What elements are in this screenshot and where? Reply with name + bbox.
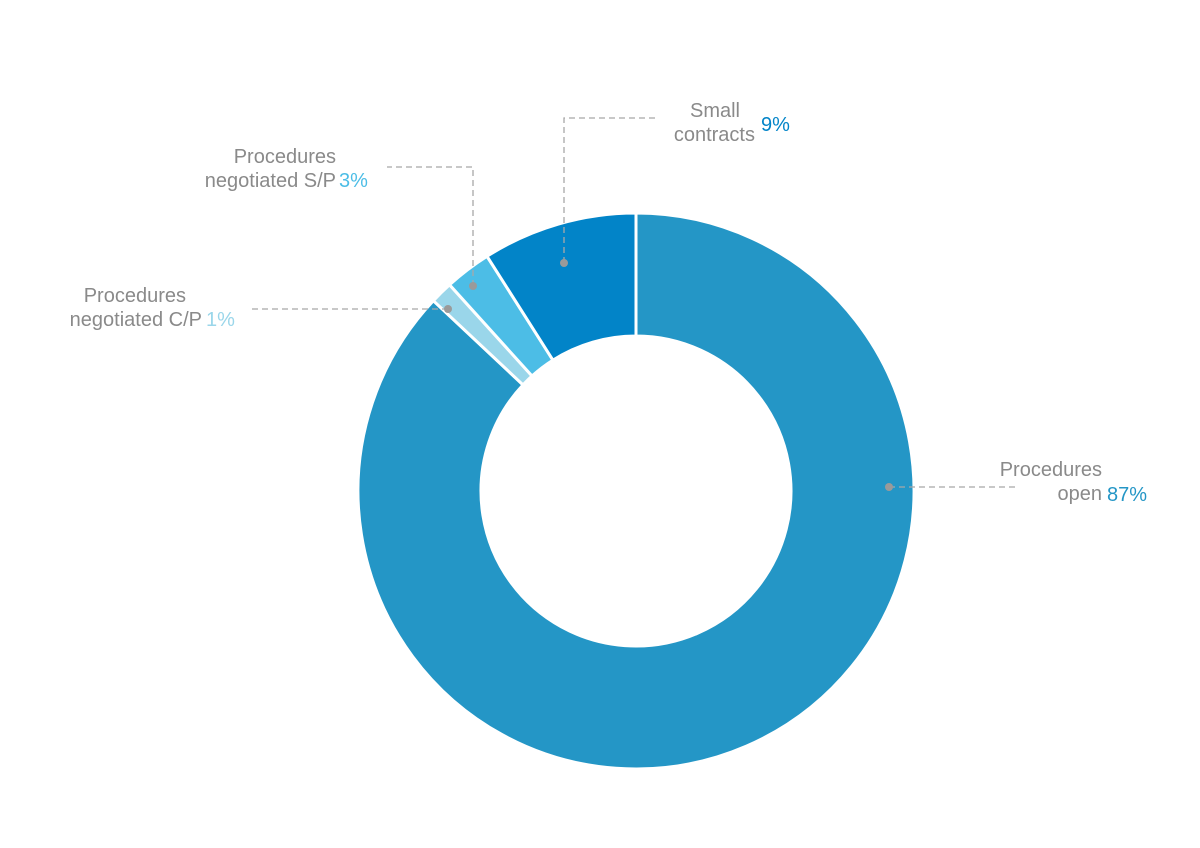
label-small-contracts: Small contracts 9% — [674, 100, 790, 146]
label-open-percent: 87% — [1107, 484, 1147, 506]
label-open-line1: Procedures — [1000, 459, 1102, 481]
leader-lines — [252, 117, 1018, 491]
label-procedures-negotiated-cp: Procedures negotiated C/P 1% — [70, 285, 235, 331]
label-sp-line1: Procedures — [234, 146, 336, 168]
label-small-line1: Small — [690, 100, 740, 122]
donut-slice-procedures-open — [356, 211, 916, 771]
label-cp-line1: Procedures — [84, 285, 186, 307]
leader-dot-negotiated-cp — [444, 305, 452, 313]
label-cp-line2: negotiated C/P — [70, 309, 202, 331]
label-small-percent: 9% — [761, 114, 790, 136]
label-procedures-open: Procedures open 87% — [1000, 459, 1148, 506]
donut-slice-small-contracts — [484, 211, 638, 363]
donut-slices — [356, 211, 916, 771]
leader-dot-small-contracts — [560, 259, 568, 267]
leader-dot-open — [885, 483, 893, 491]
leader-dot-negotiated-sp — [469, 282, 477, 290]
label-sp-percent: 3% — [339, 170, 368, 192]
label-cp-percent: 1% — [206, 309, 235, 331]
leader-line-small-contracts — [563, 117, 655, 263]
label-procedures-negotiated-sp: Procedures negotiated S/P 3% — [205, 146, 368, 192]
label-small-line2: contracts — [674, 124, 755, 146]
leader-line-negotiated-sp — [387, 166, 474, 286]
label-open-line2: open — [1058, 483, 1103, 505]
label-sp-line2: negotiated S/P — [205, 170, 336, 192]
